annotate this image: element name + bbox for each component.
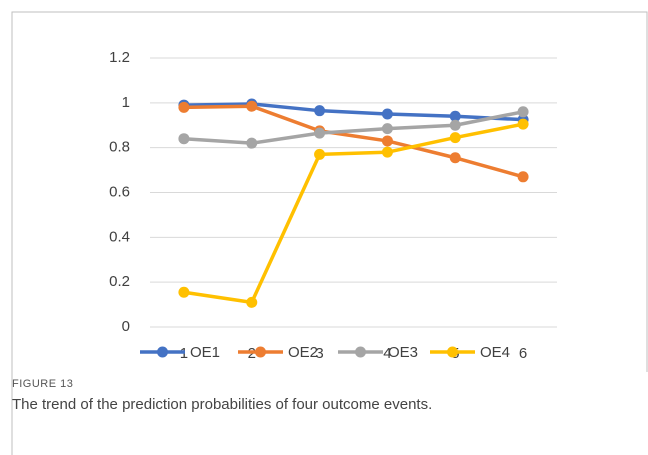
legend-marker — [255, 346, 266, 358]
point — [246, 296, 258, 308]
point — [314, 105, 326, 117]
point — [517, 106, 529, 118]
point — [449, 119, 461, 131]
point — [314, 127, 326, 139]
figure-frame — [11, 11, 648, 455]
x-tick-label: 6 — [519, 345, 527, 362]
point — [381, 123, 393, 135]
point — [449, 152, 461, 164]
figure-label: FIGURE 13 — [12, 378, 73, 390]
legend-label: OE4 — [480, 344, 510, 361]
point — [381, 146, 393, 158]
y-tick-label: 1 — [122, 94, 130, 111]
y-tick-label: 0.4 — [109, 228, 130, 245]
y-tick-label: 0 — [122, 318, 130, 335]
x-tick-label: 3 — [315, 345, 323, 362]
point — [314, 148, 326, 160]
series-line — [183, 102, 524, 122]
point — [178, 101, 190, 113]
point — [246, 100, 258, 112]
legend-label: OE2 — [288, 344, 318, 361]
legend-label: OE3 — [388, 344, 418, 361]
legend-marker — [355, 346, 366, 358]
point — [246, 137, 258, 149]
y-tick-label: 0.8 — [109, 139, 130, 156]
point — [381, 108, 393, 120]
point — [517, 171, 529, 183]
x-tick-label: 4 — [383, 345, 391, 362]
legend-marker — [157, 346, 168, 358]
y-tick-label: 0.2 — [109, 273, 130, 290]
y-tick-label: 1.2 — [109, 49, 130, 66]
point — [449, 110, 461, 122]
y-tick-label: 0.6 — [109, 183, 130, 200]
point — [381, 135, 393, 147]
point — [449, 132, 461, 144]
figure-caption: The trend of the prediction probabilitie… — [12, 396, 432, 413]
legend-marker — [447, 346, 458, 358]
point — [178, 286, 190, 298]
point — [178, 133, 190, 145]
point — [517, 118, 529, 130]
legend-label: OE1 — [190, 344, 220, 361]
series-line — [183, 122, 524, 305]
series-line — [183, 110, 524, 145]
series-line — [183, 104, 524, 179]
